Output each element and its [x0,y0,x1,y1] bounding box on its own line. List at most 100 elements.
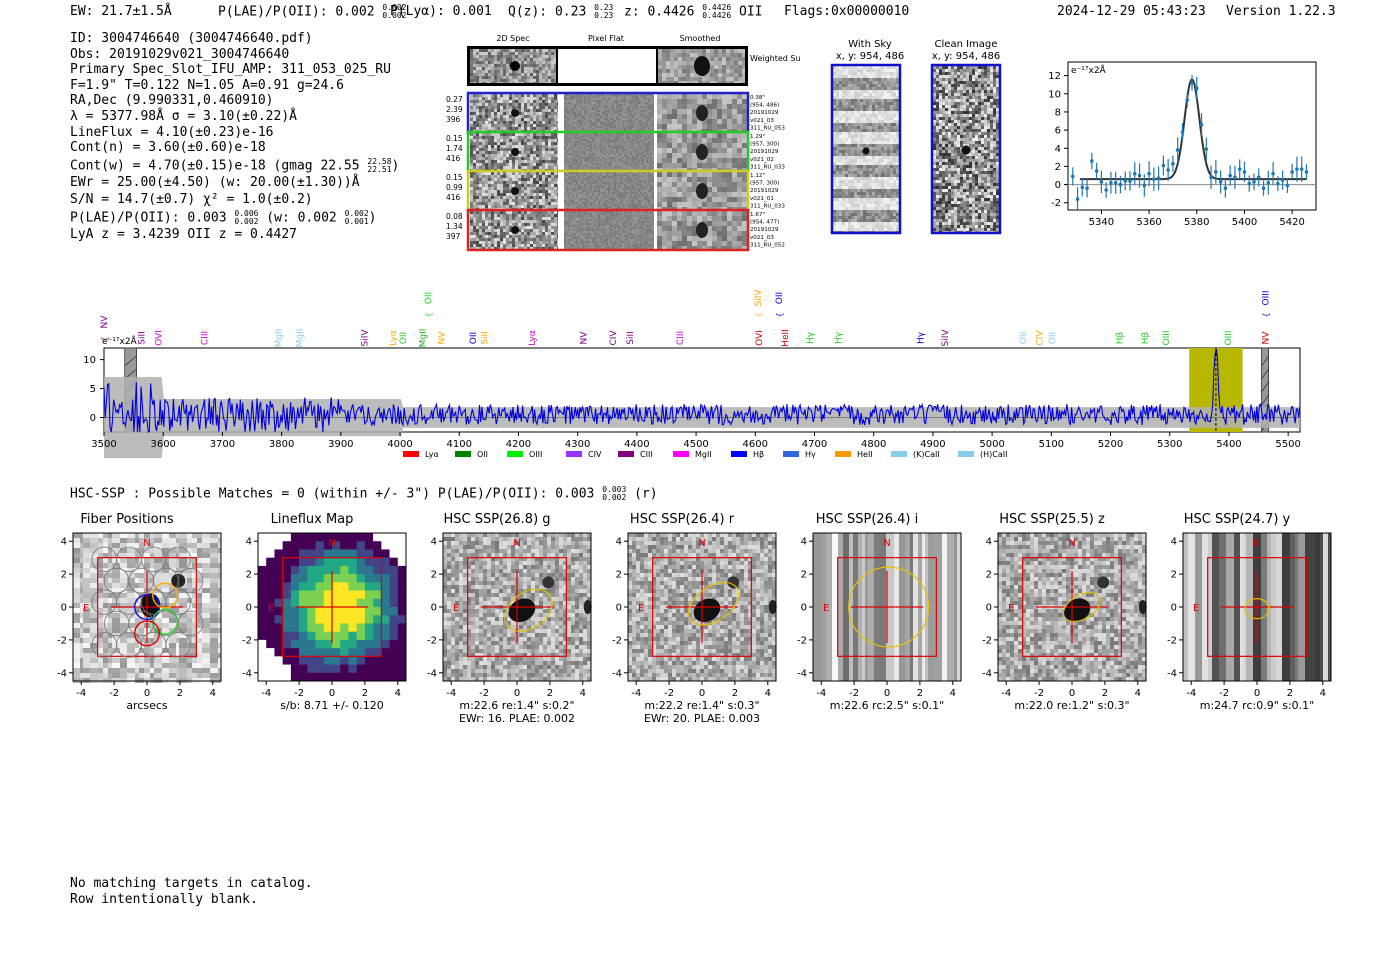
zoom-data-point [1209,175,1213,180]
cutout-caption: m:22.0 re:1.2" s:0.3" [1014,699,1130,712]
cutout-panel: HSC SSP(26.4) r N E -4 -4 -2 -2 0 0 2 2 4 4 m:22.2 re… [600,512,792,725]
zoom-data-point [1123,179,1128,183]
galaxy [693,576,777,623]
cutout-y-tick-label: 2 [1171,570,1177,581]
cutout-y-tick-label: -2 [57,635,67,646]
spectral-line-name: OVI [154,330,164,346]
spectrum-x-tick-label: 4200 [506,439,531,450]
hsc-summary-range: 0.003 0.002 [602,486,626,502]
legend-label: (K)CaII [913,450,940,459]
info-lines: ID: 3004746640 (3004746640.pdf) Obs: 2019… [70,31,399,156]
cutout-x-tick-label: 0 [1069,688,1075,699]
cutout-y-tick-label: 4 [431,537,437,548]
spectral-line-name: OII [775,292,785,304]
compass-east: E [83,603,89,614]
spectral-line-bracket: { [424,312,433,317]
spectral-line-name: NV [1262,331,1272,345]
stamp-left-value: 1.74 [446,144,463,153]
legend-swatch [731,451,747,457]
cutout-panel: Lineflux Map N E -4 -4 -2 -2 0 0 2 2 4 4 s/b: 8.71 +/… [230,512,422,712]
zoom-data-point [1285,183,1290,188]
hsc-summary-band: (r) [634,486,658,502]
zoom-data-point [1166,168,1170,172]
zoom-data-point [1299,167,1304,171]
cutout-panel: HSC SSP(25.5) z N E -4 -4 -2 -2 0 0 2 2 4 4 m:22.0 re… [970,512,1162,712]
stamp-right-value: 311_RU_033 [750,203,785,209]
header-plae: P(LAE)/P(OII): 0.002 0.002 0.002 [218,4,406,20]
spectral-line-name: OII [1048,332,1058,344]
stamp-right-value: 20191029 [750,227,779,233]
zoom-y-tick-label: 12 [1048,71,1061,82]
spectrum-x-tick-label: 3700 [210,439,235,450]
zoom-data-point [1113,180,1118,185]
cutout-x-tick-label: -4 [631,688,641,699]
info-line: F=1.9" T=0.122 N=1.05 A=0.91 g=24.6 [70,77,344,93]
stamp-right-value: 311_RU_033 [750,164,785,170]
compass-north: N [328,538,335,549]
info-ewr: EWr = 25.00(±4.50) (w: 20.00(±1.30))Å [70,174,360,190]
cutout-y-tick-label: 4 [801,537,807,548]
stamp-flat [564,211,654,249]
zoom-data-point [1156,176,1161,181]
zoom-data-point [1266,180,1271,185]
spectral-line-name: CIV [609,330,619,346]
stamp-right-value: 20191029 [750,110,779,116]
spectrum-x-tick-label: 3900 [328,439,353,450]
stamp-spec [470,211,558,249]
search-box [282,557,382,657]
cutout-x-tick-label: -4 [1001,688,1011,699]
stamp-column-header: Smoothed [680,34,721,43]
galaxy [1063,576,1147,623]
stamp-right-value: v021_01 [750,196,774,202]
cutout-x-tick-label: -2 [294,688,304,699]
info-line: ID: 3004746640 (3004746640.pdf) [70,31,313,46]
cutout-x-tick-label: -4 [261,688,271,699]
spectrum-x-tick-label: 4700 [802,439,827,450]
zoom-data-point [1185,98,1190,102]
cutout-y-tick-label: -2 [1167,635,1177,646]
zoom-data-point [1128,179,1132,183]
source-blob [961,145,971,155]
cutout-image: N E -4 -4 -2 -2 0 0 2 2 4 4 [612,532,777,699]
legend-swatch [455,451,471,457]
info-line: Cont(n) = 3.60(±0.60)e-18 [70,140,266,156]
compass-north: N [883,538,890,549]
with-sky-frame [830,63,902,235]
aperture-ellipse [848,566,930,648]
cutout-x-tick-label: 0 [1254,688,1260,699]
zoom-data-point [1194,86,1199,91]
zoom-y-tick-label: 10 [1048,89,1061,100]
spectral-line-name: NV [100,315,110,329]
spectral-line-name: Hγ [806,331,816,344]
zoom-x-tick-label: 5360 [1136,217,1161,228]
spectrum-x-tick-label: 5100 [1039,439,1064,450]
spectral-line-name: Lyα [528,330,538,346]
cutout-y-tick-label: 2 [61,570,67,581]
cutout-y-tick-label: -4 [982,668,992,679]
stamp-left-value: 0.27 [446,95,463,104]
aperture-ellipse [1244,598,1270,620]
stamp-left-value: 396 [446,115,461,124]
stamp-column-header: Pixel Flat [588,34,624,43]
cutout-title: HSC SSP(24.7) y [1183,512,1291,527]
weighted-sum-label: Weighted Sum [750,54,800,63]
zoom-y-tick-label: 6 [1055,126,1061,137]
zoom-data-point [1304,170,1309,174]
zoom-y-tick-label: 2 [1055,162,1061,173]
search-box [1207,557,1307,657]
spectral-line-name: Hβ [1141,331,1151,344]
spectrum-y-tick-label: 10 [83,355,96,366]
zoom-data-point [1152,177,1156,181]
cutout-x-tick-label: 4 [950,688,956,699]
spectral-line-label: OII { [775,292,785,318]
spectral-line-name: CIII [201,331,211,345]
source-blob [862,147,870,155]
spectrum-x-tick-label: 4000 [387,439,412,450]
zoom-y-tick-label: 0 [1055,180,1061,191]
info-plae-hi: 0.006 [234,209,259,219]
zoom-data-point [1233,175,1237,180]
stamp-right-value: v021_03 [750,118,774,124]
info-contw-lo: 22.51 [367,164,392,174]
stamp-right-value: (957, 300) [750,181,779,187]
spectral-line-name: OIII [1224,330,1234,345]
